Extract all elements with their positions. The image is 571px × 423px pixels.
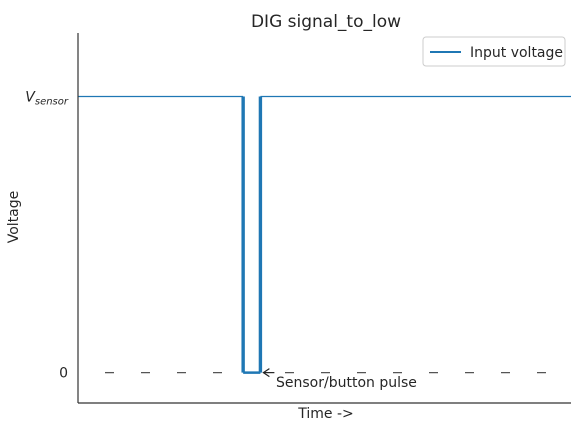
x-axis-label: Time -> xyxy=(297,406,354,422)
legend-label: Input voltage xyxy=(470,45,563,61)
y-axis-ticks: 0 Vsensor xyxy=(25,90,69,382)
legend: Input voltage xyxy=(422,36,566,67)
annotation-label: Sensor/button pulse xyxy=(276,375,417,391)
chart-title: DIG signal_to_low xyxy=(251,12,401,32)
y-tick-label-1: Vsensor xyxy=(25,90,69,108)
pulse-annotation: Sensor/button pulse xyxy=(262,368,417,391)
legend-box xyxy=(422,36,566,67)
annotation-arrow-head xyxy=(262,368,270,378)
plot-area xyxy=(77,33,571,404)
y-tick-label-0: 0 xyxy=(59,366,68,382)
y-axis-label: Voltage xyxy=(6,191,22,244)
